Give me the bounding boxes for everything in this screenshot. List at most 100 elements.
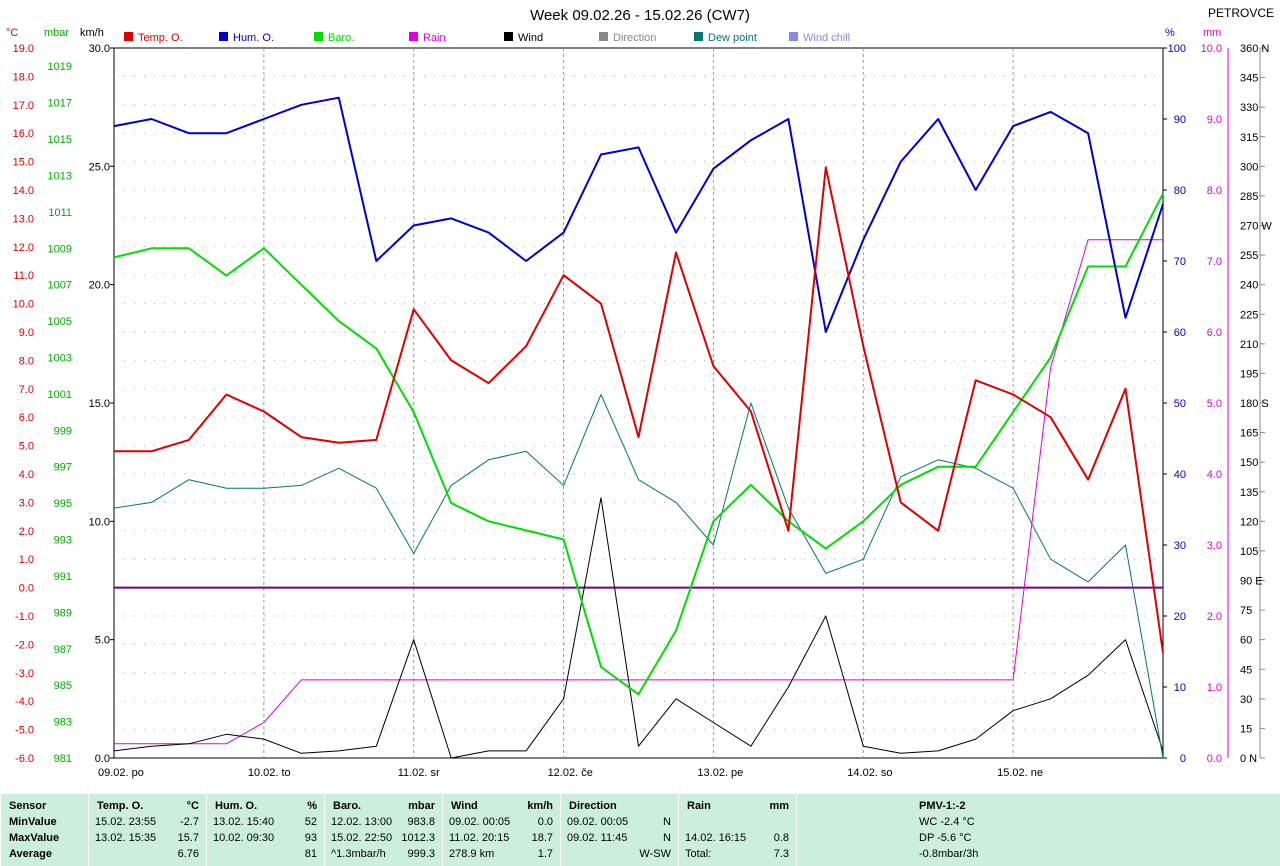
temp-tick-label: 5.0 (19, 441, 34, 453)
legend: Temp. O. Hum. O. Baro. Rain Wind Direction Dew… (124, 32, 850, 44)
wind-tick-label: 10.0 (89, 516, 110, 528)
weather-chart: Week 09.02.26 - 15.02.26 (CW7) PETROVCE … (6, 6, 1274, 779)
day-label: 14.02. so (847, 767, 892, 779)
direction-tick-label: 30 (1240, 694, 1252, 706)
statistics-table: Sensor MinValue MaxValue Average Temp. O. °C 1… (0, 794, 1280, 866)
direction-tick-label: 150 (1240, 457, 1258, 469)
direction-tick-label: 0 N (1240, 753, 1257, 765)
wind-tick-label: 30.0 (89, 43, 110, 55)
stat-value: W-SW (639, 848, 671, 860)
baro-tick-label: 995 (54, 498, 72, 510)
stat-column: Hum. O.% 13.02. 15:40 52 10.02. 09:30 93 81 (206, 794, 325, 866)
baro-unit-label: mbar (44, 27, 69, 39)
hum-tick-label: 30 (1174, 540, 1186, 552)
direction-axis: 360 N 345 330 315 300 285 270 W 255 240 225 210 195… (1240, 43, 1272, 765)
wind-tick-label: 25.0 (89, 161, 110, 173)
baro-tick-label: 993 (54, 535, 72, 547)
day-axis: 09.02. po 10.02. to 11.02. sr 12.02. če 13.0… (98, 767, 1043, 779)
legend-label: Direction (613, 32, 656, 44)
rain-tick-label: 8.0 (1207, 185, 1222, 197)
stat-header: Temp. O. (97, 800, 144, 812)
hum-tick-label: 10 (1174, 682, 1186, 694)
station-name: PETROVCE (1208, 6, 1274, 20)
temp-tick-label: 8.0 (19, 355, 34, 367)
hum-tick-label: 100 (1168, 43, 1186, 55)
rain-unit-label: mm (1203, 27, 1221, 39)
stat-header: Baro. (333, 800, 362, 812)
direction-tick-label: 270 W (1240, 221, 1272, 233)
stat-header: Sensor (9, 800, 47, 812)
legend-swatch (599, 32, 608, 41)
temp-tick-label: 6.0 (19, 412, 34, 424)
legend-swatch (314, 32, 323, 41)
hum-tick-label: 20 (1174, 611, 1186, 623)
direction-tick-label: 90 E (1240, 576, 1263, 588)
stat-column: Temp. O. °C 15.02. 23:55 -2.7 13.02. 15:35 15… (88, 794, 207, 866)
legend-swatch (504, 32, 513, 41)
stat-time: 15.02. 23:55 (95, 816, 157, 828)
baro-tick-label: 1015 (48, 134, 72, 146)
legend-label: Dew point (708, 32, 757, 44)
temp-tick-label: 13.0 (13, 213, 34, 225)
rain-tick-label: 7.0 (1207, 256, 1222, 268)
direction-tick-label: 135 (1240, 487, 1258, 499)
rain-tick-label: 6.0 (1207, 327, 1222, 339)
baro-tick-label: 1007 (48, 280, 72, 292)
stat-column: Rain mm 14.02. 16:15 0.8 Total: 7.3 (678, 794, 797, 866)
stat-header: Direction (569, 800, 617, 812)
rain-tick-label: 5.0 (1207, 398, 1222, 410)
legend-swatch (124, 32, 133, 41)
stat-time: 13.02. 15:35 (95, 832, 157, 844)
direction-tick-label: 195 (1240, 368, 1258, 380)
temp-tick-label: 18.0 (13, 71, 34, 83)
temp-tick-label: -2.0 (15, 639, 34, 651)
stat-time: 278.9 km (449, 848, 495, 860)
series-line-wind (113, 497, 1164, 759)
stat-time: 09.02. 00:05 (449, 816, 511, 828)
stat-value: 7.3 (773, 848, 789, 860)
temp-tick-label: 1.0 (19, 554, 34, 566)
temp-tick-label: -4.0 (15, 696, 34, 708)
hum-tick-label: 70 (1174, 256, 1186, 268)
wind-tick-label: 5.0 (95, 635, 110, 647)
day-label: 15.02. ne (997, 767, 1043, 779)
baro-tick-label: 991 (54, 571, 72, 583)
legend-swatch (409, 32, 418, 41)
stat-pmv-value: DP -5.6 °C (919, 832, 972, 844)
stat-value: 1012.3 (401, 832, 435, 844)
series-line-dew-point (113, 394, 1164, 759)
stat-value: -2.7 (180, 816, 199, 828)
baro-tick-label: 999 (54, 425, 72, 437)
temp-tick-label: -5.0 (15, 725, 34, 737)
stat-unit: mm (769, 800, 789, 812)
baro-tick-label: 981 (54, 753, 72, 765)
stat-pmv-value: WC -2.4 °C (919, 816, 975, 828)
stat-value: 15.7 (177, 832, 199, 844)
temp-unit-label: °C (6, 27, 18, 39)
temp-tick-label: 15.0 (13, 157, 34, 169)
direction-tick-label: 330 (1240, 102, 1258, 114)
temp-tick-label: -6.0 (15, 753, 34, 765)
stat-time: 15.02. 22:50 (331, 832, 393, 844)
stat-value: 1.7 (537, 848, 553, 860)
day-label: 13.02. pe (697, 767, 743, 779)
stat-value: 81 (304, 848, 317, 860)
temp-tick-label: 3.0 (19, 497, 34, 509)
direction-tick-label: 360 N (1240, 43, 1269, 55)
stat-unit: km/h (527, 800, 553, 812)
legend-label: Wind (518, 32, 543, 44)
hum-tick-label: 90 (1174, 114, 1186, 126)
stat-column: PMV-1:-2 WC -2.4 °C DP -5.6 °C -0.8mbar/3h (796, 794, 1280, 866)
stat-time: 09.02. 11:45 (567, 832, 628, 844)
baro-tick-label: 1005 (48, 316, 72, 328)
baro-tick-label: 989 (54, 607, 72, 619)
day-label: 09.02. po (98, 767, 144, 779)
temp-tick-label: 11.0 (13, 270, 34, 282)
hum-tick-label: 60 (1174, 327, 1186, 339)
hum-unit-label: % (1165, 27, 1175, 39)
stat-column: Baro. mbar 12.02. 13:00 983.8 15.02. 22:50 10… (324, 794, 443, 866)
series-line-hum-o (113, 96, 1164, 333)
legend-swatch (694, 32, 703, 41)
baro-tick-label: 1009 (48, 243, 72, 255)
wind-tick-label: 15.0 (89, 398, 110, 410)
